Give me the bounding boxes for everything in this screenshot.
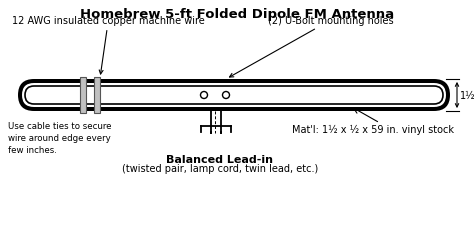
Circle shape: [222, 92, 229, 99]
FancyBboxPatch shape: [22, 84, 446, 108]
Bar: [80, 78, 86, 113]
Text: Homebrew 5-ft Folded Dipole FM Antenna: Homebrew 5-ft Folded Dipole FM Antenna: [80, 8, 394, 21]
FancyBboxPatch shape: [18, 80, 450, 112]
Circle shape: [201, 92, 208, 99]
Text: 1½": 1½": [460, 91, 474, 100]
Text: 12 AWG insulated copper machine wire: 12 AWG insulated copper machine wire: [12, 16, 205, 75]
Text: Mat'l: 1½ x ½ x 59 in. vinyl stock: Mat'l: 1½ x ½ x 59 in. vinyl stock: [292, 125, 454, 134]
Text: (2) U-Bolt mounting holes: (2) U-Bolt mounting holes: [229, 16, 393, 78]
Bar: [94, 78, 100, 113]
Text: Use cable ties to secure
wire around edge every
few inches.: Use cable ties to secure wire around edg…: [8, 122, 111, 154]
Text: Balanced Lead-in: Balanced Lead-in: [166, 154, 273, 164]
Text: (twisted pair, lamp cord, twin lead, etc.): (twisted pair, lamp cord, twin lead, etc…: [122, 163, 318, 173]
